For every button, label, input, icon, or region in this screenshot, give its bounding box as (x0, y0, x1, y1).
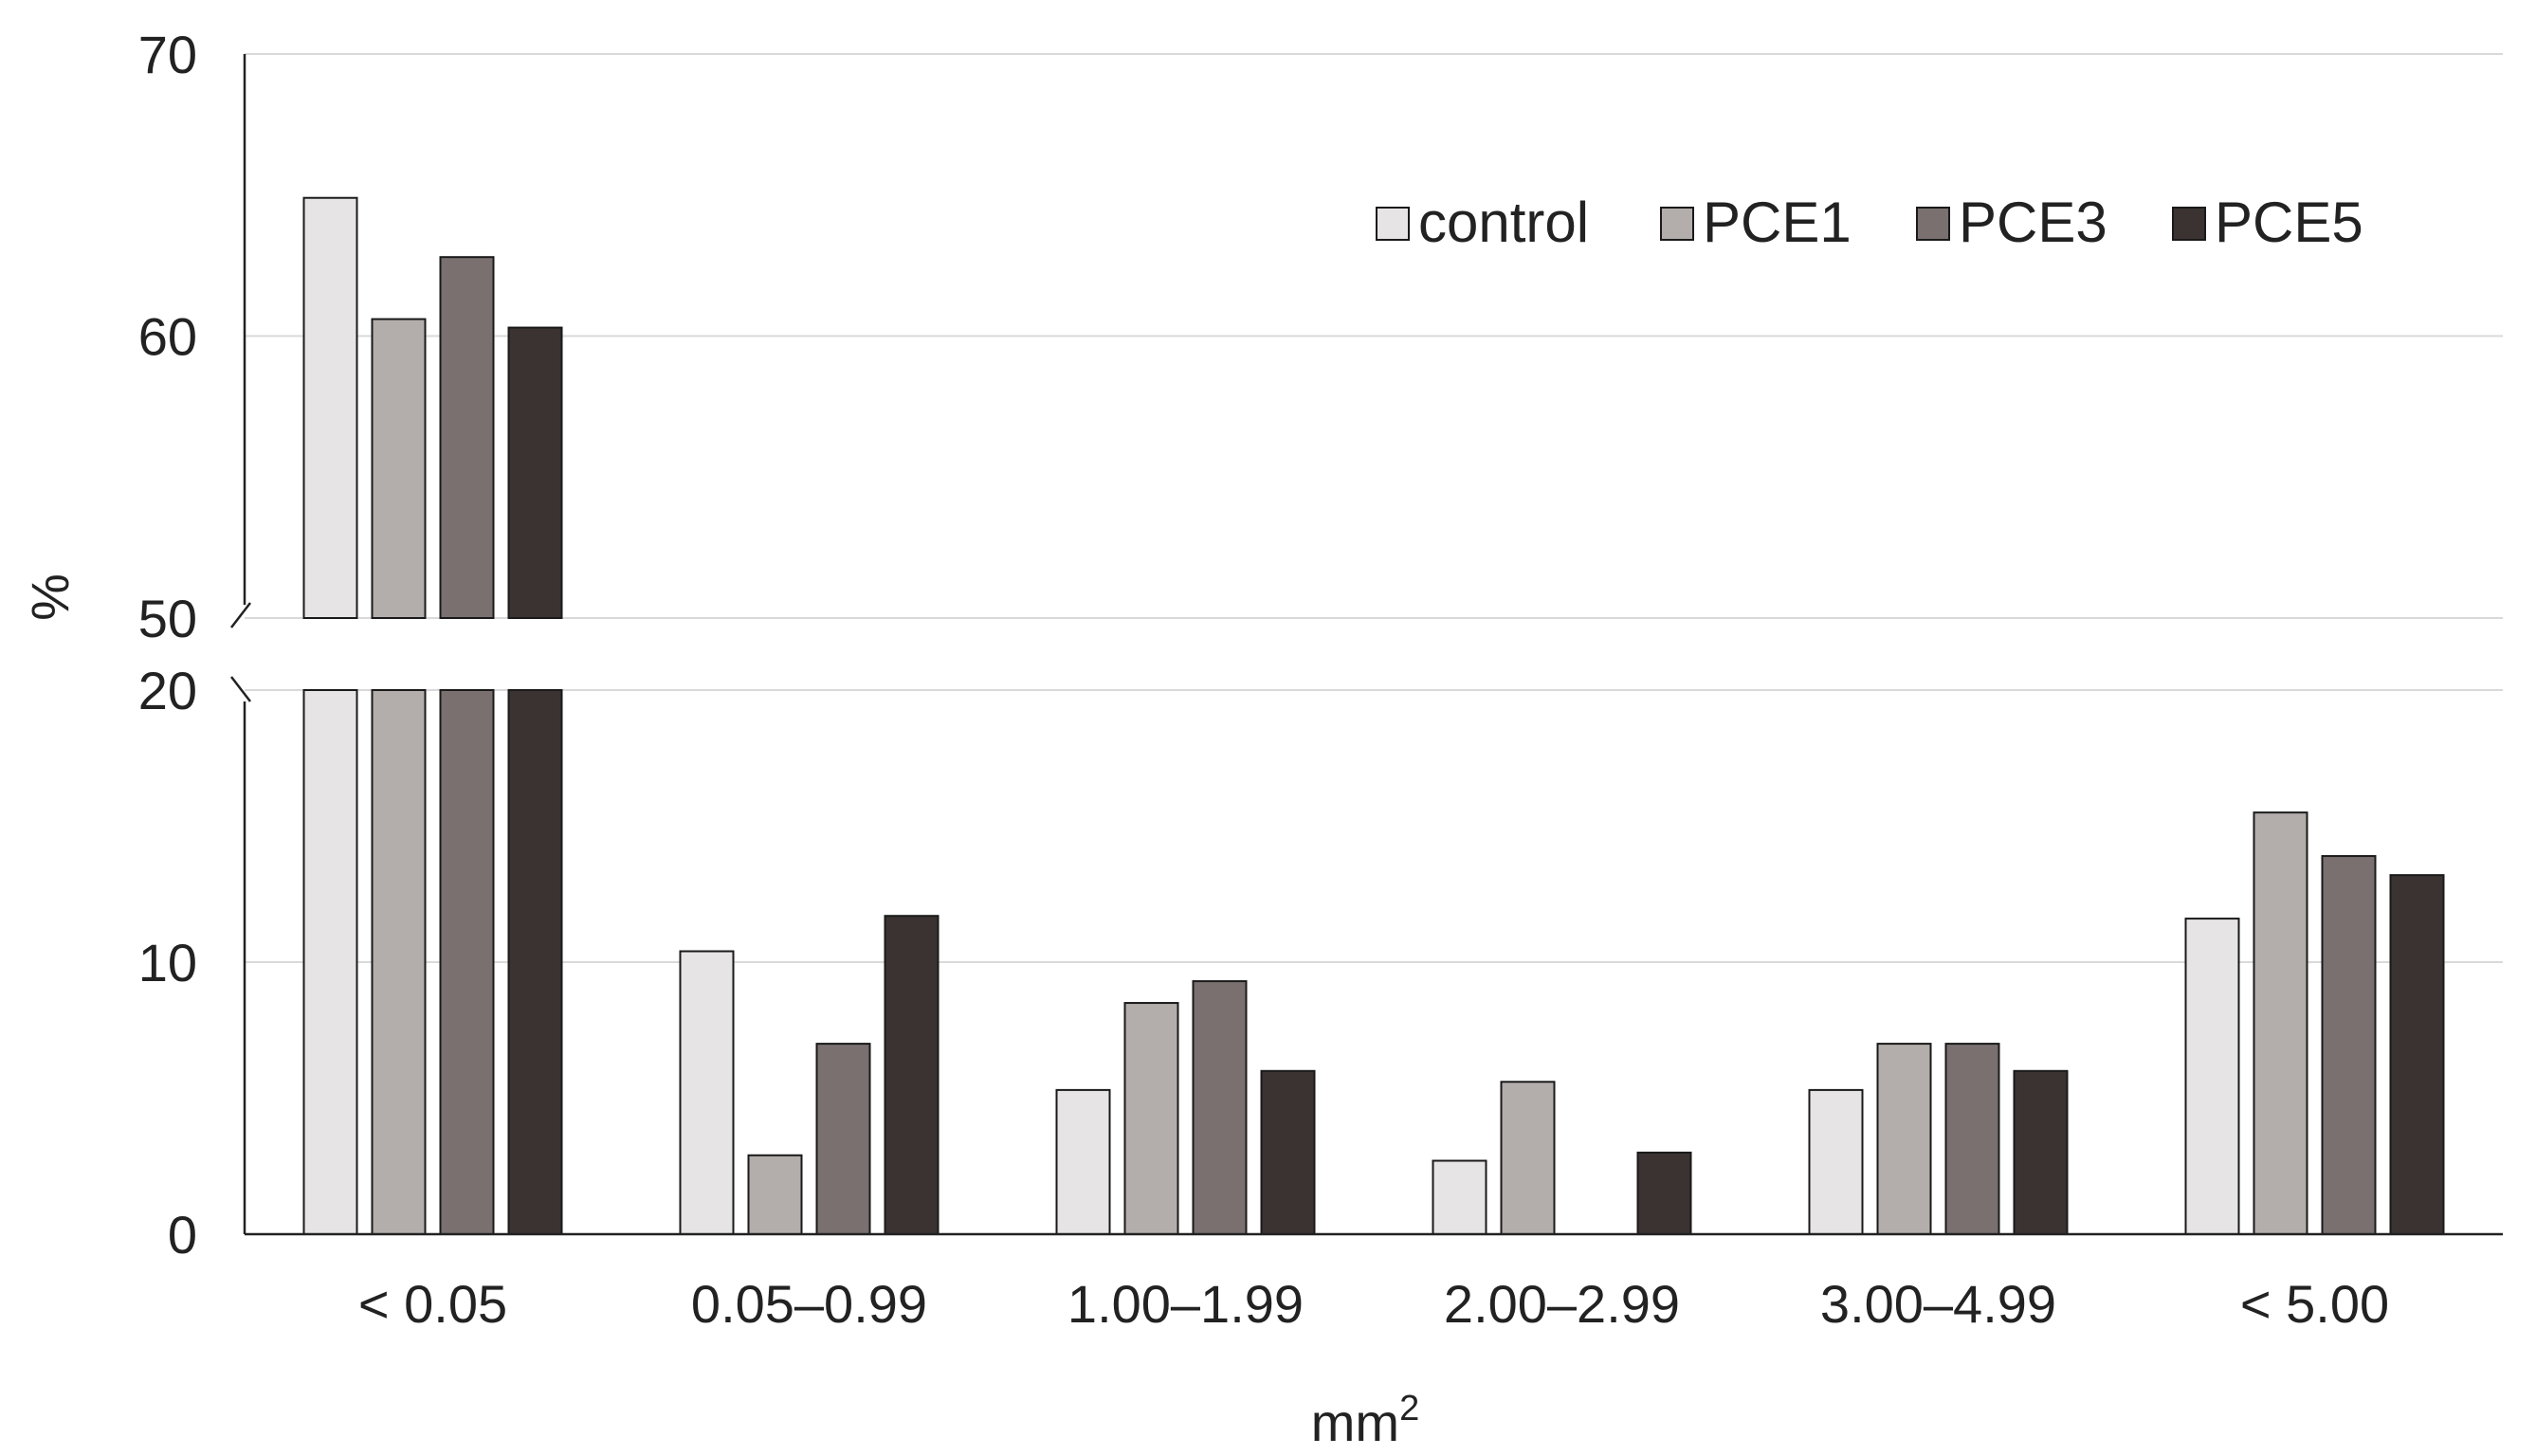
bar-control-0-lower (302, 689, 358, 1235)
x-axis-label: mm2 (1311, 1389, 1419, 1452)
x-tick-label-0: < 0.05 (358, 1274, 507, 1334)
x-axis-label-unit: mm (1311, 1392, 1399, 1452)
bar-PCE5-0-lower (507, 689, 563, 1235)
bar-PCE1-3 (1500, 1081, 1556, 1236)
y-tick-label-lower-0: 0 (168, 1205, 197, 1265)
x-tick-label-2: 1.00–1.99 (1067, 1274, 1304, 1334)
y-tick-label-upper-50: 50 (138, 589, 197, 648)
y-tick-label-upper-60: 60 (138, 307, 197, 367)
axis-break-mark-upper (230, 602, 251, 628)
legend-label-PCE5: PCE5 (2215, 191, 2363, 254)
tick-labels: 0 10 20 50 60 70 < 0.05 0.05–0.99 1.00–1.99 2.00–… (138, 25, 2389, 1334)
bar-PCE1-2 (1123, 1002, 1179, 1236)
bar-PCE3-0-lower (439, 689, 495, 1235)
bar-PCE5-3 (1636, 1151, 1692, 1236)
bar-control-0-upper (302, 196, 358, 619)
bar-PCE5-2 (1260, 1069, 1316, 1236)
bar-PCE3-1 (815, 1043, 871, 1235)
axis-break-mark-lower (230, 676, 251, 702)
bar-control-5 (2184, 918, 2240, 1236)
bar-PCE5-4 (2013, 1069, 2069, 1236)
bar-control-4 (1808, 1088, 1864, 1236)
legend: control PCE1 PCE3 PCE5 (1376, 191, 2363, 254)
bar-PCE3-2 (1192, 980, 1248, 1235)
bar-PCE1-0-lower (371, 689, 427, 1235)
axes (216, 54, 2503, 1236)
legend-label-control: control (1418, 191, 1589, 254)
x-axis-label-superscript: 2 (1399, 1389, 1419, 1429)
x-tick-label-3: 2.00–2.99 (1444, 1274, 1680, 1334)
y-axis-label: % (20, 573, 80, 621)
bar-control-1 (679, 950, 735, 1236)
bar-PCE5-5 (2389, 874, 2445, 1235)
bar-PCE3-5 (2321, 855, 2377, 1235)
bar-PCE3-0-upper (439, 256, 495, 619)
bar-control-2 (1055, 1088, 1111, 1236)
axis-break-gap (216, 620, 273, 688)
y-tick-label-upper-70: 70 (138, 25, 197, 84)
legend-swatch-PCE3 (1916, 207, 1950, 241)
bar-control-3 (1432, 1159, 1487, 1236)
legend-label-PCE3: PCE3 (1959, 191, 2107, 254)
bar-PCE1-0-upper (371, 318, 427, 619)
bar-PCE5-1 (884, 915, 940, 1236)
bar-PCE3-4 (1944, 1043, 2000, 1235)
legend-swatch-PCE5 (2172, 207, 2206, 241)
x-tick-label-4: 3.00–4.99 (1820, 1274, 2056, 1334)
bar-PCE1-1 (747, 1154, 803, 1236)
bar-PCE1-4 (1876, 1043, 1932, 1235)
legend-swatch-control (1376, 207, 1410, 241)
bars (302, 196, 2445, 1236)
gridlines (245, 53, 2503, 963)
legend-label-PCE1: PCE1 (1703, 191, 1852, 254)
bar-PCE5-0-upper (507, 326, 563, 619)
legend-swatch-PCE1 (1660, 207, 1694, 241)
x-tick-label-5: < 5.00 (2240, 1274, 2389, 1334)
x-tick-label-1: 0.05–0.99 (691, 1274, 927, 1334)
y-tick-label-lower-20: 20 (138, 661, 197, 720)
bar-PCE1-5 (2253, 811, 2308, 1236)
y-tick-label-lower-10: 10 (138, 933, 197, 992)
